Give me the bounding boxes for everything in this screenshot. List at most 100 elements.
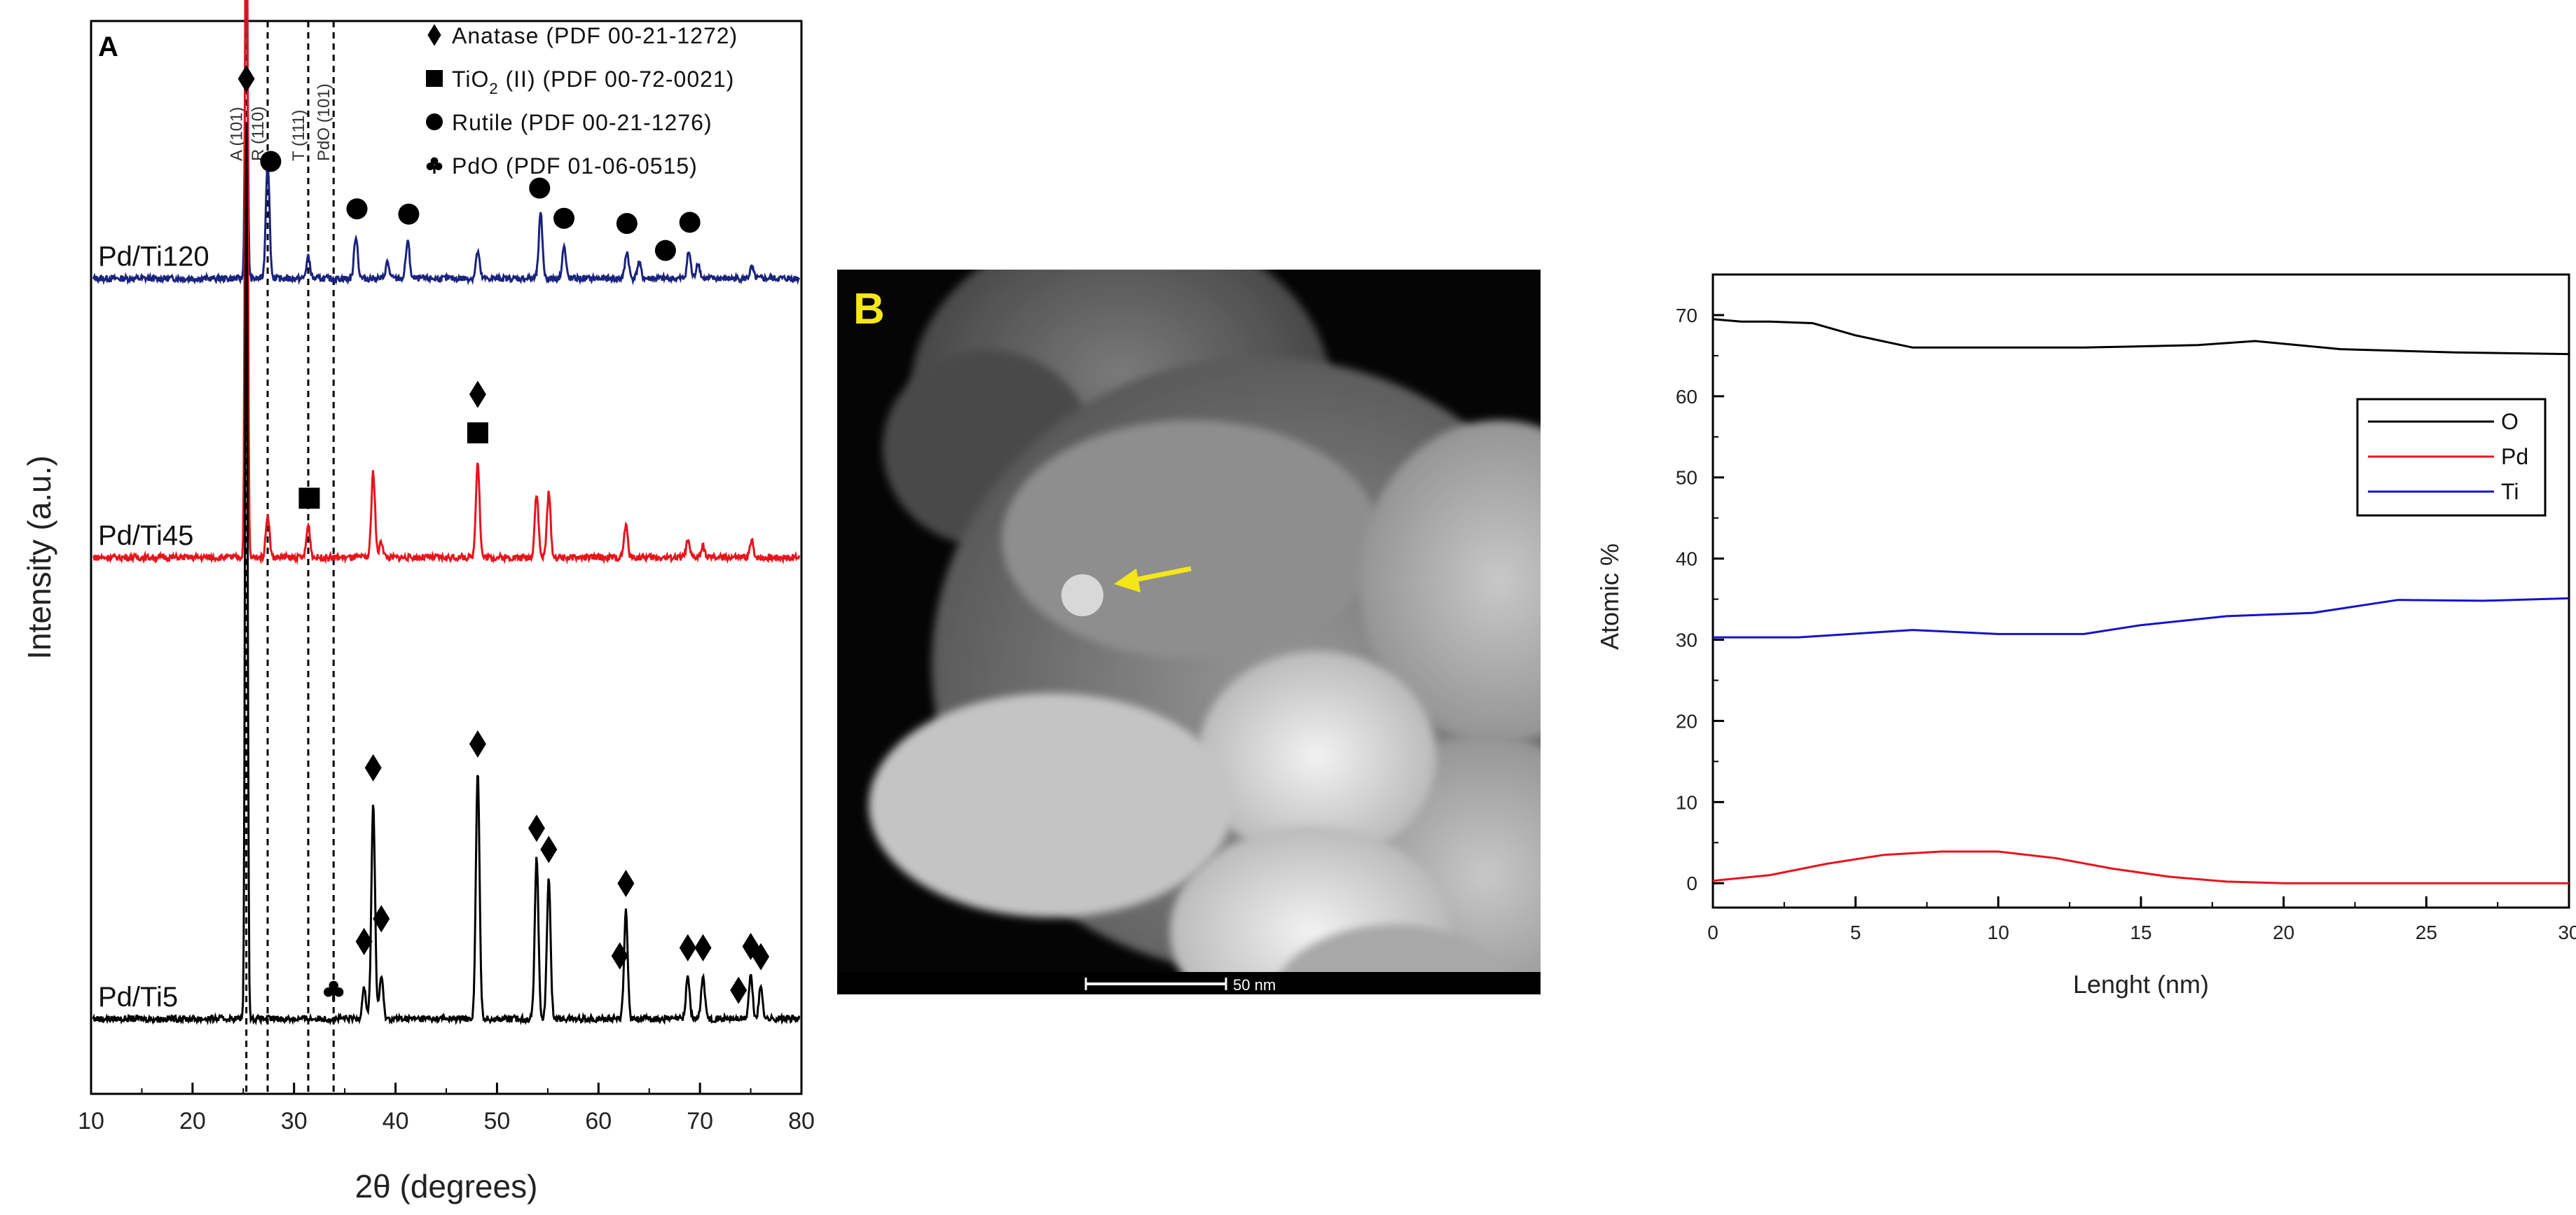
y-tick-label: 20 [1676, 710, 1697, 732]
reference-line-label: A (101) [228, 107, 247, 161]
diamond-marker [528, 814, 545, 842]
particle [1198, 651, 1436, 861]
eds-panel: 0 10 20 30 40 50 60 70 0 5 10 15 20 25 30 O Pd Ti Lenght… [1595, 273, 2576, 999]
y-tick-label: 40 [1676, 548, 1697, 570]
xrd-series-label: Pd/Ti5 [98, 982, 178, 1013]
legend-label: Ti [2501, 479, 2519, 504]
xrd-panel: A A (101) R (110) T (111) PdO (101) Pd/Ti12… [21, 0, 815, 1204]
xrd-series-line [92, 0, 801, 286]
x-tick-label: 50 [484, 1108, 511, 1134]
legend-text-part: PdO (PDF 01-06-0515) [452, 153, 698, 179]
diamond-marker [679, 933, 696, 961]
diamond-marker [540, 835, 558, 863]
x-tick-label: 30 [2558, 922, 2576, 943]
x-tick-label: 30 [281, 1108, 308, 1134]
x-tick-label: 0 [1707, 922, 1719, 943]
legend-entry-text: TiO2 (II) (PDF 00-72-0021) [452, 67, 734, 97]
x-tick-label: 40 [383, 1108, 409, 1134]
eds-series-line [1712, 318, 2570, 356]
eds-legend-items: O Pd Ti [2368, 409, 2528, 504]
diamond-marker [752, 943, 770, 971]
particle [1269, 924, 1519, 994]
reference-line-label: R (110) [249, 106, 268, 161]
diamond-marker [237, 65, 255, 93]
xrd-reference-lines: A (101) R (110) T (111) PdO (101) [228, 21, 335, 1094]
square-marker [426, 70, 443, 87]
xrd-series: Pd/Ti120 Pd/Ti45 Pd/Ti5 [92, 0, 801, 1026]
square-marker [298, 487, 320, 509]
square-marker [467, 422, 488, 444]
xrd-ylabel: Intensity (a.u.) [21, 455, 57, 659]
y-tick-label: 10 [1676, 791, 1697, 813]
y-tick-label: 60 [1676, 386, 1697, 408]
xrd-panel-label: A [98, 32, 118, 62]
club-lobe [324, 987, 333, 997]
diamond-marker [469, 380, 486, 408]
y-tick-label: 0 [1686, 873, 1697, 894]
x-tick-label: 80 [788, 1108, 815, 1134]
club-marker [324, 980, 344, 1001]
diamond-marker [355, 927, 373, 955]
legend-text-part: (II) (PDF 00-72-0021) [499, 67, 735, 92]
tem-panel-label: B [853, 285, 885, 333]
eds-axes: 0 10 20 30 40 50 60 70 0 5 10 15 20 25 30 [1676, 274, 2576, 943]
tem-scale-label: 50 nm [1233, 976, 1276, 994]
xrd-peak-markers [237, 65, 770, 1004]
circle-marker [553, 207, 575, 229]
xrd-series-line [92, 122, 801, 1026]
legend-label: Pd [2501, 444, 2528, 469]
tem-arrow-shaft [1127, 566, 1192, 584]
diamond-marker [427, 24, 441, 46]
x-tick-label: 70 [687, 1108, 713, 1134]
particle [1002, 420, 1380, 658]
eds-plot-frame [1711, 273, 2570, 909]
diamond-marker [469, 730, 486, 758]
legend-entry-text: Anatase (PDF 00-21-1272) [452, 23, 738, 48]
tem-arrow-head [1114, 569, 1141, 592]
circle-marker [426, 113, 443, 130]
circle-marker [616, 213, 638, 235]
xrd-series-label: Pd/Ti120 [98, 242, 209, 272]
club-stem [433, 165, 436, 174]
x-tick-label: 10 [1988, 922, 2009, 943]
circle-marker [260, 151, 282, 172]
legend-text-part: Rutile (PDF 00-21-1276) [452, 110, 712, 135]
xrd-series-label: Pd/Ti45 [98, 520, 193, 551]
xrd-xlabel: 2θ (degrees) [355, 1168, 538, 1204]
particle [1359, 420, 1541, 742]
x-tick-label: 60 [585, 1108, 612, 1134]
eds-ylabel: Atomic % [1595, 543, 1624, 650]
diamond-marker [373, 905, 390, 933]
particle [869, 693, 1233, 917]
diamond-marker [730, 976, 748, 1004]
xrd-legend: Anatase (PDF 00-21-1272) TiO2 (II) (PDF 0… [426, 23, 738, 179]
tem-particles [869, 270, 1541, 994]
eds-legend: O Pd Ti [2356, 398, 2547, 517]
x-tick-label: 20 [2273, 922, 2294, 943]
legend-entry-text: PdO (PDF 01-06-0515) [452, 153, 698, 179]
diamond-marker [617, 870, 635, 898]
x-tick-label: 5 [1850, 922, 1861, 943]
reference-line-label: T (111) [289, 110, 308, 161]
tem-panel: B 50 nm [837, 270, 1541, 994]
eds-xlabel: Lenght (nm) [2073, 970, 2209, 999]
x-tick-label: 25 [2416, 922, 2437, 943]
circle-marker [398, 203, 420, 225]
x-tick-label: 10 [78, 1108, 104, 1134]
y-tick-label: 30 [1676, 630, 1697, 651]
diamond-marker [694, 933, 712, 961]
circle-marker [529, 177, 551, 199]
club-lobe [426, 162, 434, 171]
diamond-marker [364, 754, 382, 782]
club-lobe [434, 162, 443, 171]
legend-label: O [2501, 409, 2519, 434]
circle-marker [679, 211, 701, 233]
x-tick-label: 15 [2130, 922, 2151, 943]
club-stem [332, 990, 336, 1001]
y-tick-label: 70 [1676, 305, 1697, 326]
diamond-marker [611, 942, 628, 970]
club-lobe [333, 987, 344, 997]
legend-subscript: 2 [489, 80, 498, 97]
reference-line-label: PdO (101) [315, 83, 333, 161]
club-lobe [430, 157, 439, 165]
